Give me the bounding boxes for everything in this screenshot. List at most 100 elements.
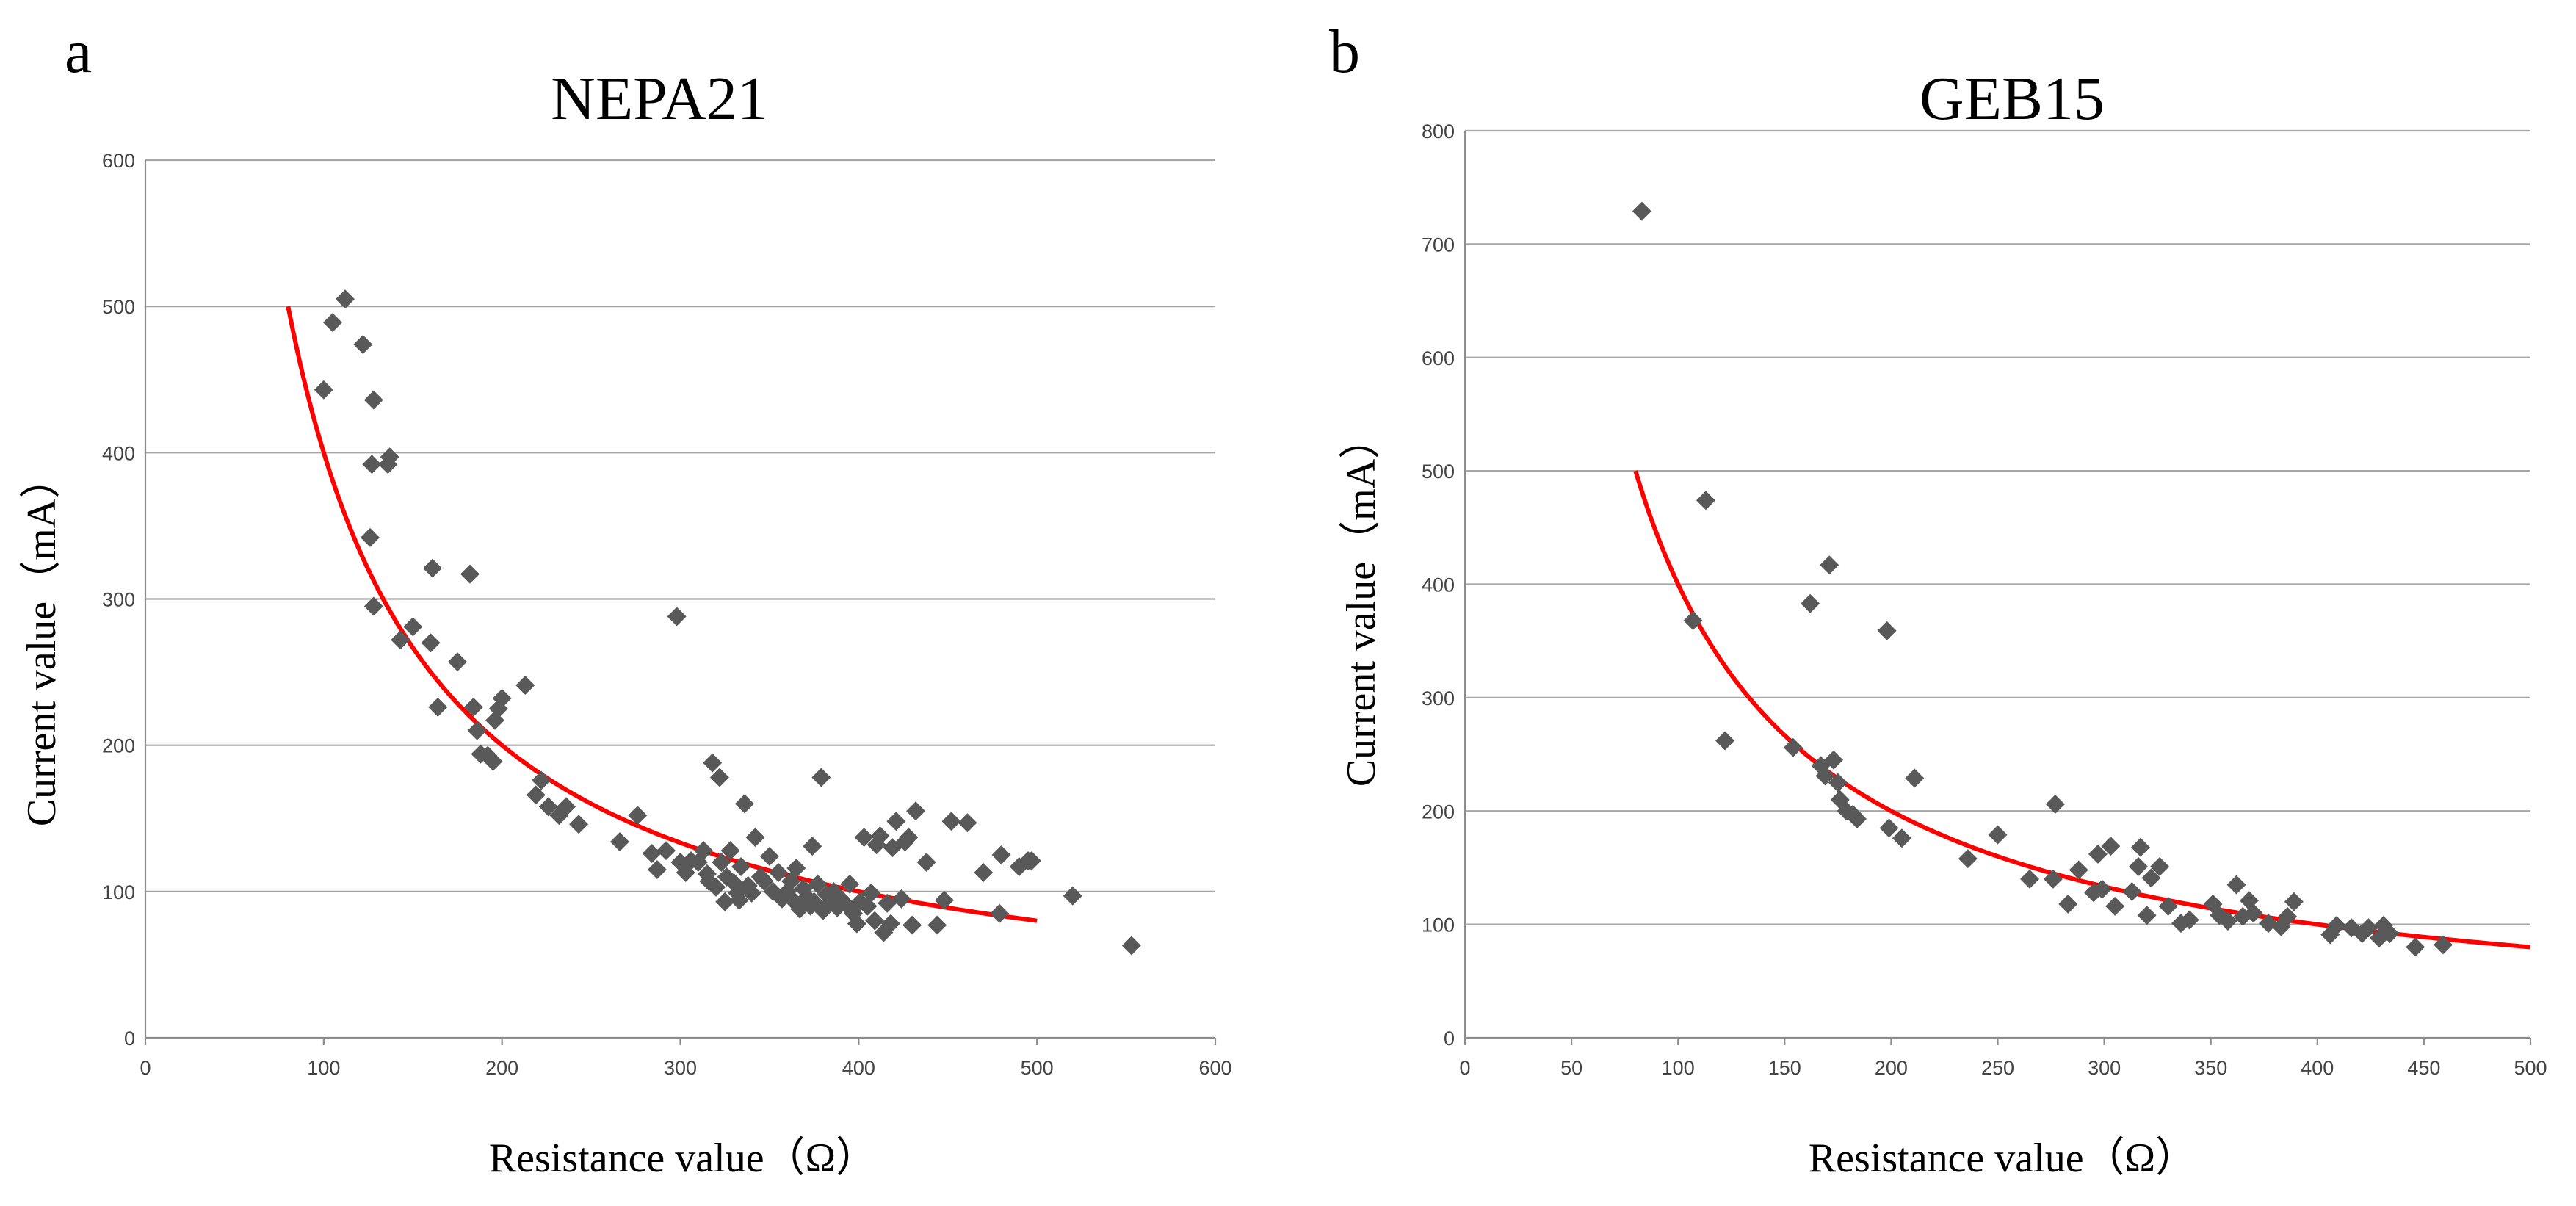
- data-point: [2105, 896, 2125, 916]
- data-point: [467, 721, 487, 740]
- data-point: [709, 768, 729, 787]
- data-point: [2179, 910, 2199, 930]
- data-point: [847, 914, 866, 934]
- data-point: [2150, 856, 2170, 876]
- data-point: [492, 688, 512, 708]
- data-point: [1824, 750, 1844, 770]
- data-point: [538, 797, 558, 817]
- data-point: [769, 862, 789, 882]
- data-point: [314, 380, 333, 400]
- y-tick-label: 800: [1422, 120, 1455, 142]
- panel-label-a: a: [65, 18, 92, 86]
- data-point: [694, 841, 714, 861]
- data-point: [1958, 849, 1978, 869]
- data-point: [916, 853, 936, 872]
- data-point: [878, 893, 897, 913]
- data-point: [569, 815, 589, 834]
- x-tick-label: 150: [1768, 1057, 1801, 1079]
- x-tick-label: 200: [485, 1057, 518, 1079]
- data-point: [1715, 731, 1735, 751]
- tick-labels-b: 0 100 200 300 400 500 600 700 800 0 50 100 150 200 250…: [1422, 120, 2547, 1079]
- y-tick-label: 0: [1444, 1028, 1455, 1050]
- data-point: [990, 903, 1010, 923]
- y-tick-label: 600: [102, 150, 135, 172]
- data-point: [363, 390, 383, 410]
- data-point: [2129, 856, 2149, 876]
- x-tick-label: 500: [2514, 1057, 2547, 1079]
- data-point: [902, 915, 922, 935]
- data-point: [667, 607, 687, 627]
- data-point: [2284, 892, 2304, 911]
- fit-curve-line: [1633, 470, 2531, 950]
- x-tick-label: 100: [307, 1057, 340, 1079]
- data-point: [1783, 737, 1803, 757]
- x-tick-label: 400: [2301, 1057, 2334, 1079]
- y-tick-label: 300: [1422, 687, 1455, 709]
- data-point: [2158, 896, 2178, 916]
- x-axis-label-a: Resistance value（Ω）: [489, 1135, 877, 1181]
- data-point: [991, 845, 1011, 865]
- data-point: [609, 832, 629, 852]
- data-point: [515, 676, 535, 696]
- data-point: [2092, 879, 2112, 899]
- x-tick-label: 500: [1021, 1057, 1054, 1079]
- data-point: [858, 896, 878, 916]
- grid-b: [1464, 129, 2532, 1045]
- data-point: [1988, 825, 2008, 845]
- y-tick-label: 100: [102, 881, 135, 903]
- panel-label-b: b: [1329, 18, 1360, 86]
- y-axis-label-b: Current value（mA）: [1339, 418, 1384, 787]
- data-point: [2380, 923, 2400, 943]
- chart-title-a: NEPA21: [551, 65, 768, 133]
- data-point: [422, 558, 442, 578]
- data-point: [1815, 766, 1835, 786]
- x-axis-label-b: Resistance value（Ω）: [1809, 1135, 2196, 1181]
- data-point: [734, 794, 754, 814]
- data-point: [483, 751, 503, 771]
- fit-curve-a: [286, 306, 1038, 923]
- data-points-a: [314, 289, 1141, 956]
- data-point: [526, 785, 546, 805]
- data-point: [1121, 936, 1141, 956]
- data-point: [1063, 886, 1082, 906]
- y-tick-label: 600: [1422, 347, 1455, 369]
- data-point: [421, 633, 441, 653]
- data-point: [2088, 844, 2108, 864]
- data-point: [934, 890, 954, 910]
- data-point: [803, 837, 822, 856]
- data-point: [1021, 851, 1041, 871]
- data-point: [1828, 773, 1848, 792]
- chart-title-b: GEB15: [1920, 65, 2105, 133]
- data-point: [729, 890, 749, 910]
- data-point: [1847, 809, 1867, 829]
- data-point: [891, 889, 911, 909]
- x-tick-label: 250: [1981, 1057, 2014, 1079]
- grid-a: [144, 159, 1217, 1045]
- chart-panel-a: a NEPA21 0 100 200 300 400 500 600 0 100 200 300 40…: [19, 18, 1232, 1181]
- x-tick-label: 450: [2407, 1057, 2440, 1079]
- data-point: [353, 334, 373, 354]
- data-point: [2243, 903, 2263, 923]
- data-point: [2058, 894, 2078, 914]
- data-point: [808, 874, 828, 894]
- data-point: [2101, 837, 2121, 856]
- data-point: [906, 801, 926, 821]
- data-point: [786, 858, 806, 878]
- x-tick-label: 0: [1459, 1057, 1470, 1079]
- y-axis-label-a: Current value（mA）: [19, 458, 65, 826]
- data-point: [712, 853, 731, 872]
- data-point: [1879, 818, 1899, 838]
- data-point: [1696, 491, 1715, 510]
- data-point: [360, 527, 380, 547]
- data-point: [886, 812, 906, 831]
- data-point: [1801, 593, 1820, 613]
- data-point: [759, 847, 779, 867]
- data-point: [362, 455, 382, 474]
- fit-curve-line: [286, 306, 1038, 923]
- data-point: [557, 797, 576, 817]
- data-point: [854, 828, 874, 848]
- data-point: [2069, 860, 2088, 880]
- data-point: [2043, 869, 2063, 889]
- y-tick-label: 400: [1422, 574, 1455, 596]
